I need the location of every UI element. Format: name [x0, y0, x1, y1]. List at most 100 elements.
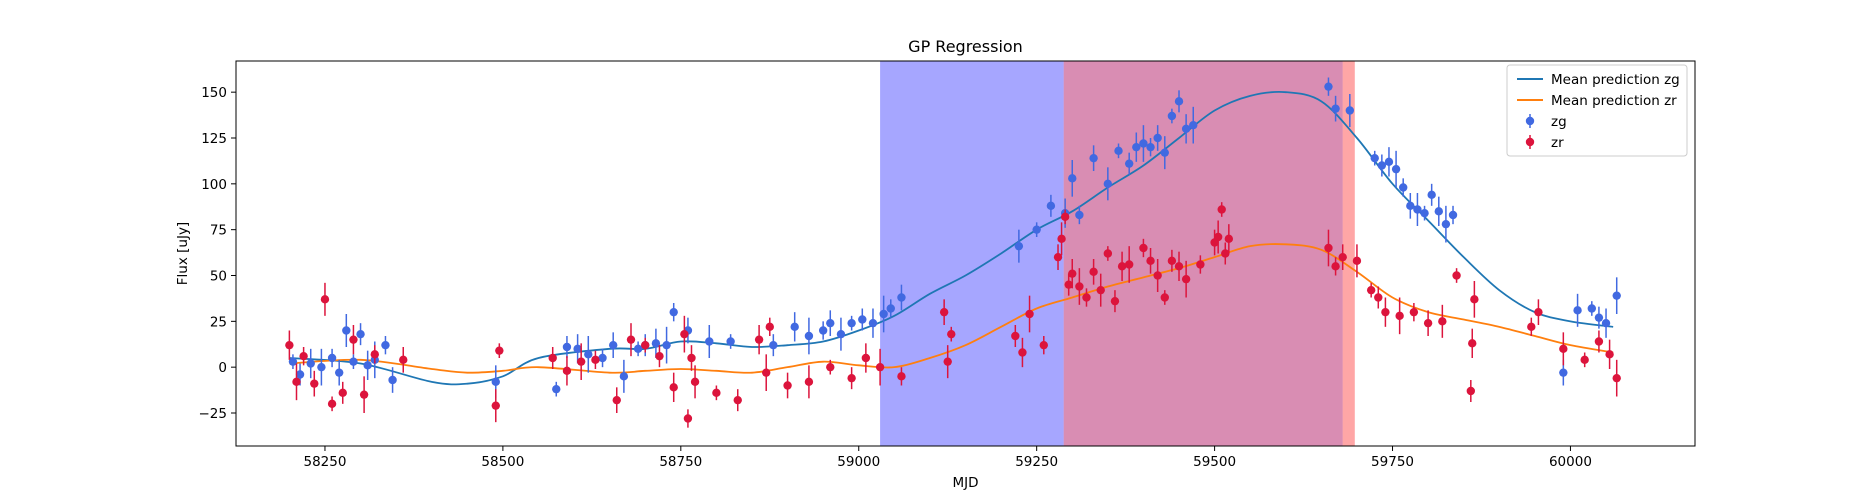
- point-zr-24: [687, 353, 696, 363]
- point-zr-81: [1438, 317, 1447, 326]
- line-0: [289, 91, 1614, 386]
- point-zr-29: [762, 368, 771, 377]
- point-zg-32: [818, 326, 828, 335]
- point-zg-7: [349, 357, 358, 366]
- point-zg-34: [836, 329, 846, 339]
- point-zr-18: [626, 335, 636, 344]
- point-zr-70: [1224, 234, 1234, 244]
- point-zr-71: [1324, 243, 1333, 253]
- point-zr-3: [310, 379, 319, 388]
- point-zg-25: [669, 307, 678, 317]
- point-zg-60: [1324, 82, 1333, 91]
- point-zg-80: [1612, 291, 1621, 300]
- point-zr-36: [875, 362, 885, 372]
- y-axis-ticks: −25 0 25 50 75 100 125 150: [199, 85, 236, 422]
- point-zg-66: [1391, 164, 1401, 174]
- point-zr-42: [1018, 348, 1027, 357]
- point-zg-15: [562, 342, 572, 352]
- y-tick-label-1: 0: [218, 360, 227, 376]
- point-zg-51: [1132, 142, 1141, 152]
- point-zr-12: [495, 346, 504, 355]
- point-zr-38: [939, 307, 949, 317]
- point-zr-19: [641, 340, 650, 350]
- point-zg-58: [1181, 124, 1191, 134]
- point-zg-77: [1587, 304, 1597, 313]
- point-zr-65: [1196, 260, 1205, 269]
- point-zr-16: [591, 355, 600, 365]
- point-zr-78: [1395, 311, 1404, 321]
- point-zr-49: [1068, 269, 1077, 278]
- prediction-lines: [289, 91, 1614, 386]
- point-zr-67: [1213, 232, 1223, 242]
- point-zr-25: [690, 377, 700, 387]
- point-zg-23: [651, 339, 661, 348]
- point-zr-57: [1124, 260, 1134, 269]
- point-zg-46: [1075, 210, 1084, 220]
- point-zg-27: [705, 337, 714, 346]
- point-zr-35: [861, 353, 871, 363]
- legend-swatch-2: [1525, 116, 1535, 126]
- point-zr-31: [783, 381, 792, 390]
- point-zg-61: [1331, 104, 1340, 113]
- point-zr-83: [1466, 386, 1476, 396]
- point-zg-63: [1370, 153, 1379, 163]
- series-zr: [285, 202, 1621, 428]
- point-zg-72: [1434, 207, 1443, 216]
- point-zr-8: [359, 390, 369, 399]
- point-zg-67: [1399, 183, 1408, 192]
- legend-box: [1506, 64, 1688, 157]
- x-tick-label-7: 60000: [1549, 454, 1592, 470]
- point-zr-79: [1409, 307, 1419, 317]
- legend: Mean prediction zg Mean prediction zr zg zr: [1506, 64, 1688, 157]
- point-zg-54: [1153, 133, 1162, 143]
- point-zg-35: [847, 318, 856, 328]
- point-zr-80: [1423, 318, 1433, 328]
- point-zr-11: [491, 401, 500, 410]
- point-zr-64: [1181, 274, 1191, 284]
- point-zg-56: [1167, 111, 1177, 121]
- point-zr-89: [1580, 355, 1589, 365]
- point-zg-79: [1601, 318, 1611, 328]
- x-tick-label-5: 59500: [1193, 454, 1236, 470]
- point-zr-92: [1612, 373, 1621, 383]
- point-zr-13: [548, 353, 557, 363]
- point-zg-29: [769, 340, 778, 350]
- point-zr-39: [943, 357, 952, 366]
- point-zr-86: [1527, 322, 1536, 332]
- line-1: [289, 243, 1614, 374]
- point-zr-20: [655, 351, 664, 361]
- point-zr-73: [1338, 252, 1347, 262]
- point-zr-69: [1221, 249, 1230, 258]
- point-zr-2: [299, 351, 308, 361]
- point-zr-59: [1146, 256, 1155, 266]
- point-zg-59: [1189, 120, 1198, 130]
- point-zg-8: [356, 329, 365, 339]
- point-zg-78: [1594, 313, 1604, 322]
- point-zr-10: [399, 355, 408, 365]
- point-zr-53: [1096, 285, 1105, 295]
- x-tick-label-3: 59000: [837, 454, 880, 470]
- point-zr-0: [285, 340, 294, 350]
- point-zr-44: [1039, 340, 1048, 350]
- point-zr-43: [1025, 309, 1034, 319]
- point-zr-32: [804, 377, 814, 387]
- x-tick-label-6: 59750: [1371, 454, 1414, 470]
- point-zg-68: [1406, 201, 1415, 211]
- y-tick-label-6: 125: [201, 131, 227, 147]
- point-zg-62: [1345, 106, 1355, 115]
- point-zr-40: [947, 329, 956, 339]
- point-zr-15: [576, 357, 586, 366]
- point-zg-71: [1427, 190, 1436, 200]
- point-zg-20: [619, 372, 629, 381]
- point-zr-46: [1057, 234, 1066, 244]
- point-zr-22: [680, 329, 689, 339]
- point-zg-49: [1114, 146, 1123, 156]
- point-zg-9: [363, 361, 372, 370]
- legend-label-0: Mean prediction zg: [1551, 72, 1680, 88]
- point-zr-58: [1139, 243, 1148, 253]
- point-zg-39: [886, 304, 895, 313]
- point-zr-62: [1167, 256, 1177, 266]
- point-zr-23: [683, 414, 693, 423]
- y-tick-label-3: 50: [210, 269, 227, 285]
